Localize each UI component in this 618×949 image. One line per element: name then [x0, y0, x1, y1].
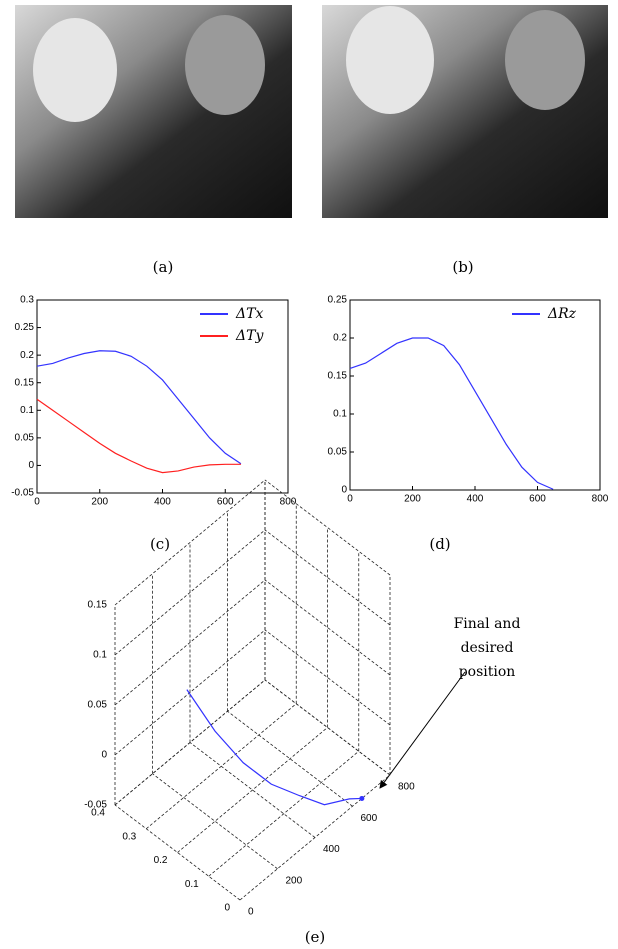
grid-line: [264, 579, 391, 676]
y-tick-label: 0.15: [328, 371, 348, 382]
y-tick-label: 0.3: [20, 295, 34, 306]
x-tick-label: 800: [398, 782, 415, 793]
y-tick-label: -0.05: [11, 488, 34, 499]
plot-frame: [349, 299, 601, 491]
x-tick-label: 600: [361, 813, 378, 824]
z-tick-label: 0: [101, 750, 107, 761]
y-tick-label: 0.1: [333, 409, 347, 420]
data-line: [36, 350, 242, 465]
x-tick-label: 0: [248, 907, 254, 918]
annotation-arrow: [379, 671, 466, 789]
z-tick-label: 0.1: [93, 650, 107, 661]
x-tick-label: 0: [34, 497, 40, 508]
end-marker: [359, 795, 365, 801]
caption: (e): [305, 928, 326, 946]
grid-line: [264, 479, 391, 576]
photo-face: [505, 10, 585, 110]
grid-line: [145, 703, 297, 830]
y-tick-label: 0.3: [122, 831, 136, 842]
z-tick-label: 0.15: [88, 600, 108, 611]
grid-line: [264, 529, 391, 626]
x-tick-label: 800: [280, 497, 297, 508]
data-line: [36, 398, 241, 474]
grid-line: [152, 773, 278, 870]
annotation: Final and desired position: [453, 616, 521, 680]
grid-line: [114, 479, 266, 606]
x-tick-label: 600: [529, 494, 546, 505]
x-tick-label: 600: [217, 497, 234, 508]
legend-label: ΔTx: [235, 306, 263, 322]
caption: (d): [429, 535, 450, 553]
photo-face: [185, 15, 265, 115]
grid-line: [114, 804, 241, 901]
y-tick-label: 0.2: [333, 333, 347, 344]
y-tick-label: 0: [28, 460, 34, 471]
y-tick-label: 0.25: [15, 322, 35, 333]
caption: (c): [150, 535, 170, 553]
legend-label: ΔTy: [235, 328, 264, 344]
x-tick-label: 400: [323, 844, 340, 855]
x-tick-label: 200: [286, 875, 303, 886]
y-tick-label: 0.4: [91, 808, 105, 819]
y-tick-label: 0.1: [185, 879, 199, 890]
legend-label: ΔRz: [547, 306, 577, 322]
grid-line: [264, 629, 391, 726]
grid-line: [114, 629, 266, 756]
x-tick-label: 200: [91, 497, 108, 508]
data-line: [349, 337, 554, 490]
grid-line: [189, 742, 316, 838]
y-tick-label: 0.25: [328, 295, 348, 306]
grid-line: [114, 529, 266, 656]
grid-line: [114, 679, 266, 806]
y-tick-label: 0: [224, 903, 230, 914]
y-tick-label: 0.2: [154, 855, 168, 866]
y-tick-label: 0.1: [20, 405, 34, 416]
y-tick-label: 0.05: [328, 447, 348, 458]
caption: (b): [452, 258, 473, 276]
photo-face: [346, 6, 434, 114]
z-tick-label: 0.05: [88, 700, 108, 711]
grid-line: [208, 750, 360, 877]
x-tick-label: 400: [467, 494, 484, 505]
grid-line: [177, 727, 328, 853]
x-tick-label: 200: [404, 494, 421, 505]
data-line: [186, 689, 362, 806]
z-tick-label: -0.05: [84, 800, 107, 811]
photo-face: [33, 18, 117, 122]
x-tick-label: 800: [592, 494, 609, 505]
grid-line: [114, 579, 266, 706]
y-tick-label: 0.2: [20, 350, 34, 361]
grid-line: [227, 710, 353, 807]
y-tick-label: 0: [341, 485, 347, 496]
grid-line: [239, 774, 391, 901]
y-tick-label: 0.15: [15, 377, 35, 388]
caption: (a): [153, 258, 174, 276]
y-tick-label: 0.05: [15, 432, 35, 443]
x-tick-label: 0: [347, 494, 353, 505]
x-tick-label: 400: [154, 497, 171, 508]
grid-line: [264, 679, 391, 776]
